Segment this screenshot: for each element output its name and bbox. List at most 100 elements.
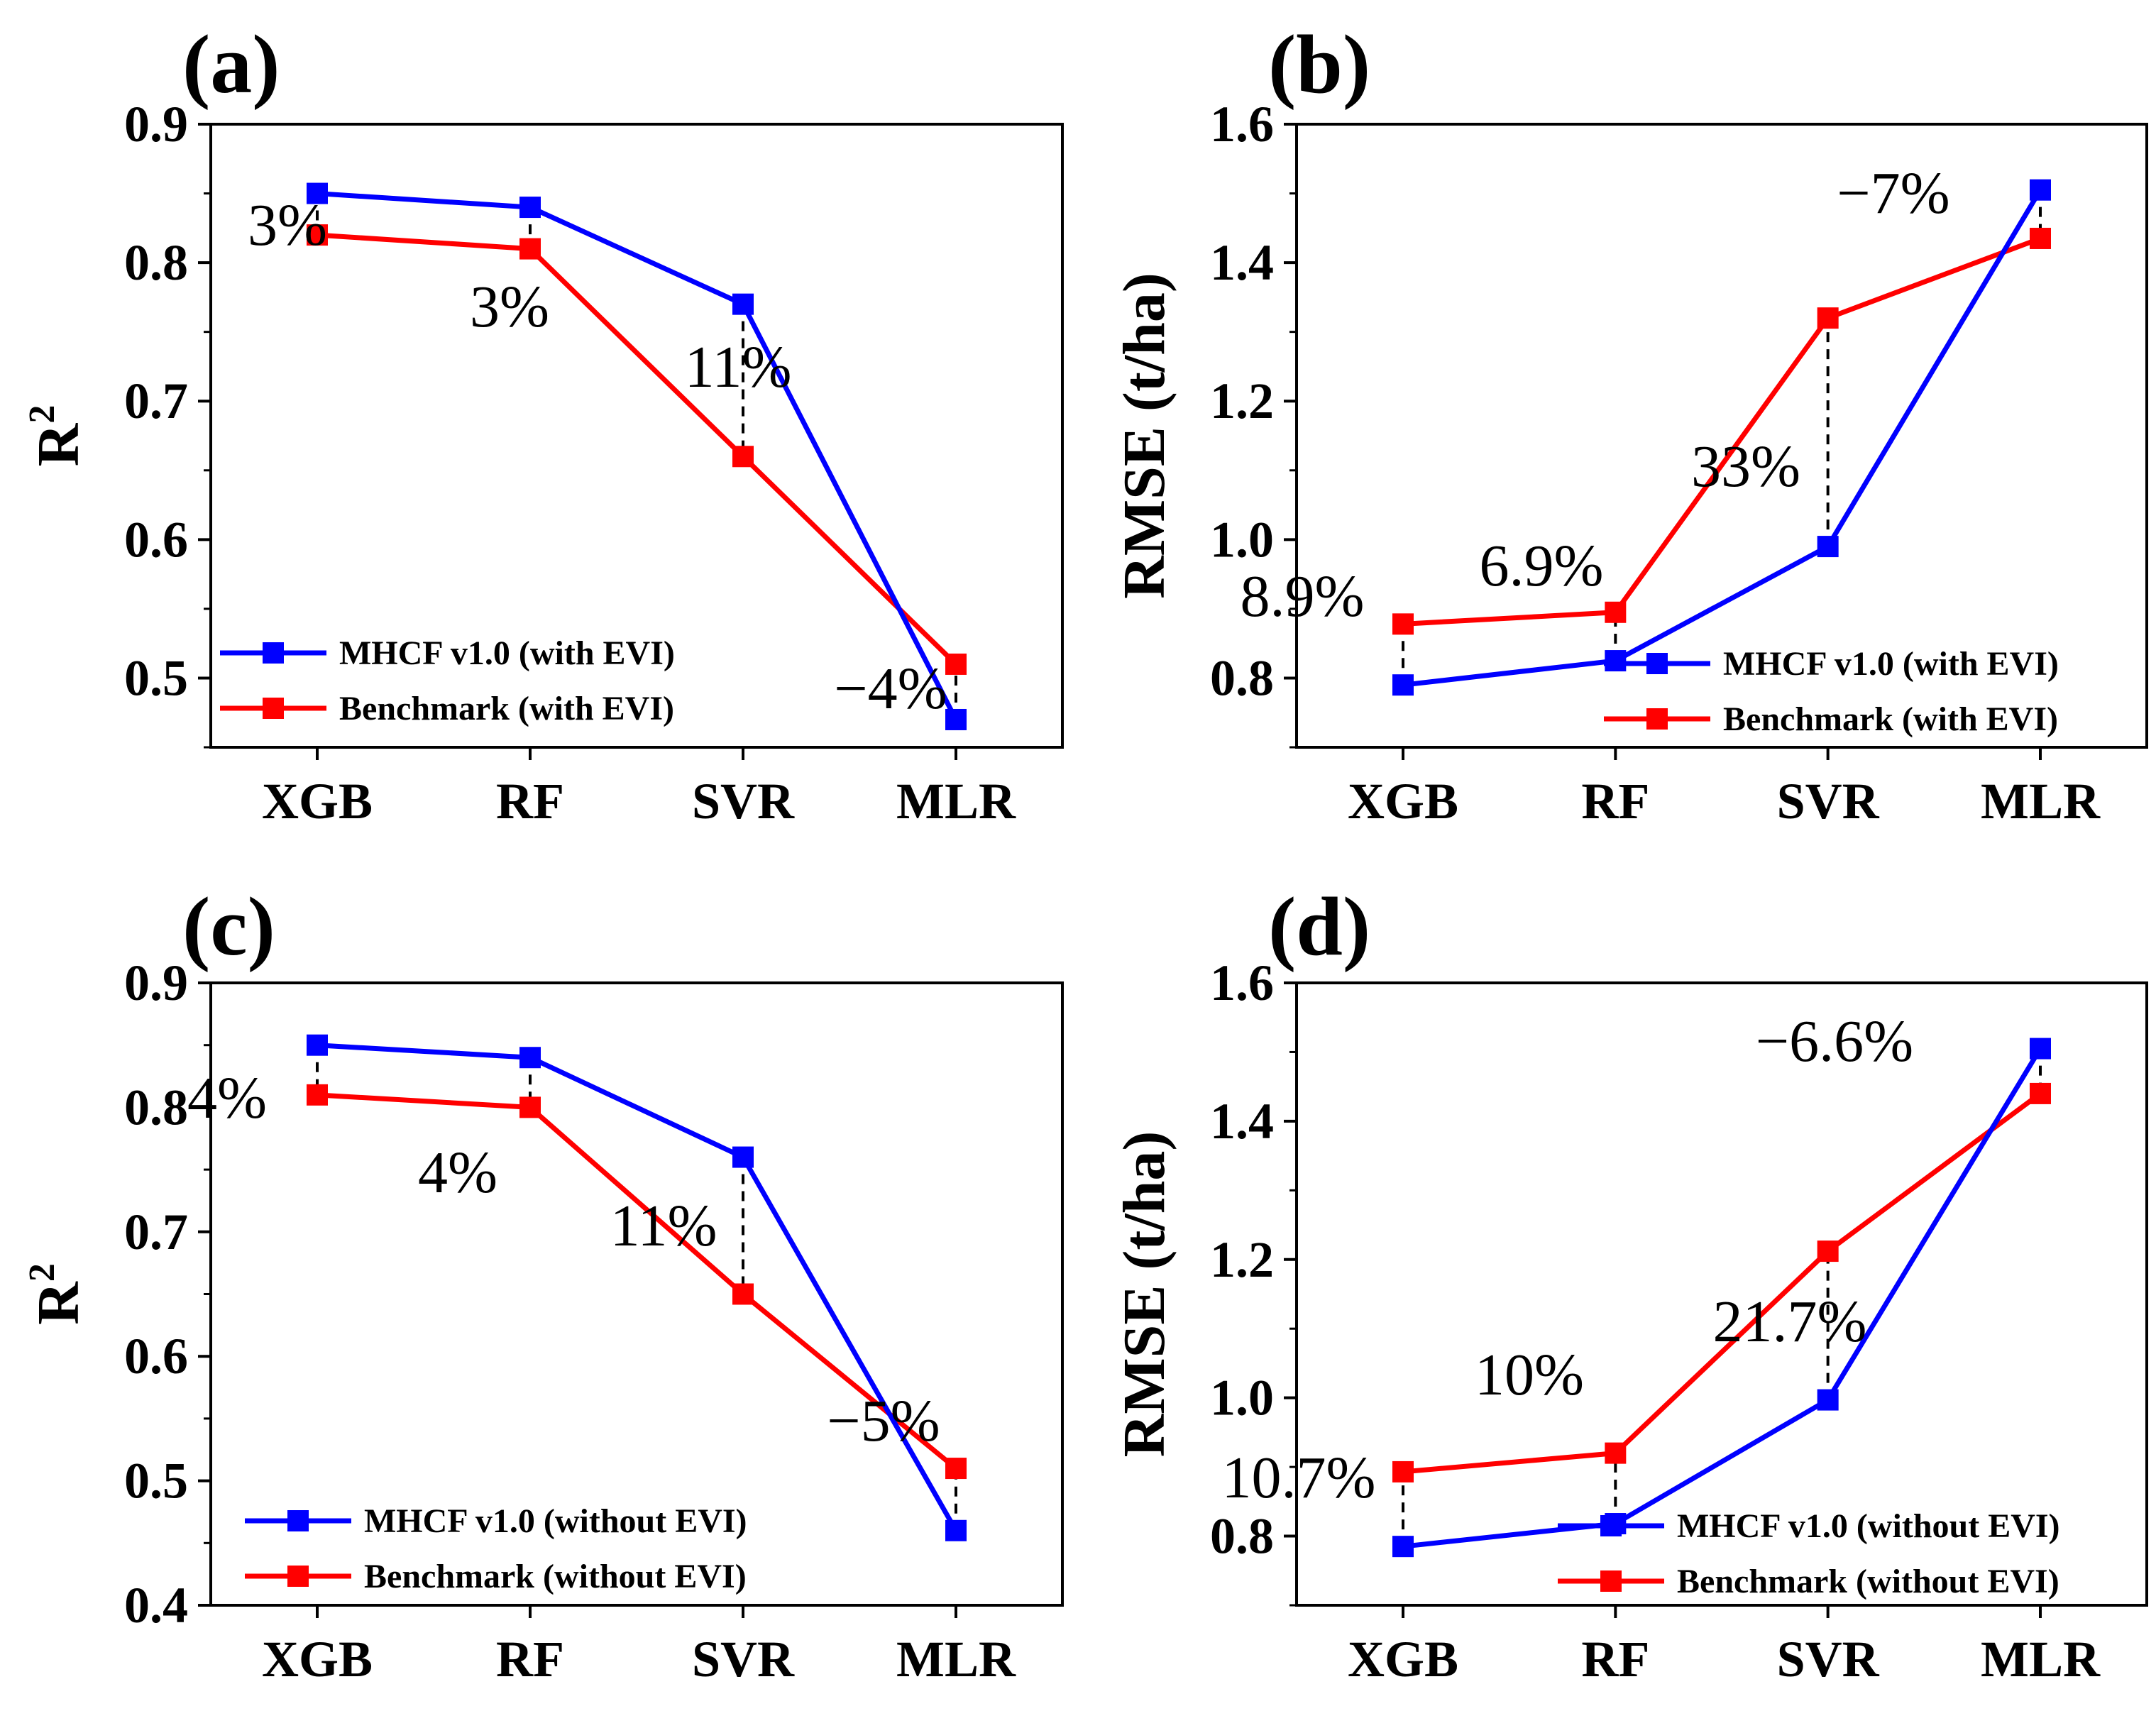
y-tick-label: 0.5 <box>124 649 188 706</box>
difference-annotation: 8.9% <box>1241 563 1365 629</box>
y-tick-label: 1.6 <box>1210 96 1274 153</box>
x-tick-label: XGB <box>1348 1631 1458 1688</box>
legend-marker <box>1646 708 1668 730</box>
legend-marker <box>1646 653 1668 674</box>
x-tick-label: XGB <box>262 773 373 830</box>
data-point-mhcf <box>519 197 541 219</box>
y-tick-label: 0.9 <box>124 954 188 1011</box>
legend-label: Benchmark (with EVI) <box>1723 700 2058 738</box>
y-tick-label: 1.0 <box>1210 1370 1274 1426</box>
data-point-mhcf <box>2030 179 2051 201</box>
y-tick-label: 0.6 <box>124 511 188 568</box>
data-point-benchmark <box>307 224 328 246</box>
legend-marker <box>1600 1515 1622 1536</box>
data-point-benchmark <box>1392 1460 1414 1482</box>
legend-label: Benchmark (without EVI) <box>1677 1563 2059 1600</box>
y-tick-label: 0.4 <box>124 1577 188 1634</box>
legend-label: MHCF v1.0 (with EVI) <box>1723 645 2059 683</box>
data-point-benchmark <box>2030 1082 2051 1104</box>
data-point-benchmark <box>945 1458 967 1480</box>
series-line-benchmark <box>317 232 958 666</box>
data-point-mhcf <box>945 708 967 730</box>
x-tick-label: RF <box>496 773 564 830</box>
y-tick-label: 0.7 <box>124 1204 188 1260</box>
data-point-mhcf <box>732 1146 754 1168</box>
series-line-mhcf <box>1402 188 2043 688</box>
series-line-mhcf <box>317 191 959 721</box>
y-tick-label: 0.8 <box>1210 649 1274 706</box>
y-tick-label: 0.8 <box>124 1079 188 1135</box>
difference-annotation: 4% <box>187 1065 267 1131</box>
difference-annotation: 11% <box>685 334 792 400</box>
data-point-benchmark <box>519 1096 541 1118</box>
panel-label: (d) <box>1268 880 1370 973</box>
x-tick-label: SVR <box>692 773 795 830</box>
data-point-mhcf <box>1392 1536 1414 1558</box>
legend-marker <box>1600 1570 1622 1592</box>
difference-annotation: 3% <box>248 192 327 258</box>
y-tick-label: 0.7 <box>124 373 188 429</box>
difference-annotation: −5% <box>827 1388 940 1454</box>
y-axis-title-superscript: 2 <box>22 1263 62 1282</box>
legend-label: MHCF v1.0 (without EVI) <box>364 1502 747 1540</box>
data-point-mhcf <box>732 293 754 315</box>
plot-frame <box>1295 123 2148 749</box>
difference-annotation: −4% <box>834 656 947 722</box>
difference-annotation: 4% <box>418 1140 497 1206</box>
difference-annotation: 33% <box>1691 434 1800 500</box>
data-point-mhcf <box>307 182 328 204</box>
legend-marker <box>287 1566 309 1587</box>
y-tick-label: 1.6 <box>1210 954 1274 1011</box>
difference-annotation: −6.6% <box>1756 1008 1913 1074</box>
x-tick-label: MLR <box>896 773 1016 830</box>
series-line-benchmark <box>1402 1091 2042 1475</box>
data-point-benchmark <box>519 238 541 260</box>
y-axis-title: R2 <box>22 1263 92 1325</box>
y-tick-label: 0.5 <box>124 1453 188 1509</box>
y-axis-title: RMSE (t/ha) <box>1111 273 1177 599</box>
y-tick-label: 1.2 <box>1210 1231 1274 1288</box>
x-tick-label: SVR <box>1777 773 1880 830</box>
data-point-benchmark <box>1817 307 1839 329</box>
y-tick-label: 1.0 <box>1210 511 1274 568</box>
difference-annotation: 10.7% <box>1222 1445 1376 1511</box>
legend-marker <box>263 642 284 664</box>
y-axis-title: R2 <box>22 405 92 467</box>
data-point-benchmark <box>1392 613 1414 635</box>
y-tick-label: 1.2 <box>1210 373 1274 429</box>
difference-annotation: 3% <box>470 274 549 340</box>
data-point-mhcf <box>307 1034 328 1056</box>
y-tick-label: 0.9 <box>124 96 188 153</box>
data-point-mhcf <box>945 1519 967 1541</box>
data-point-benchmark <box>732 1283 754 1305</box>
series-line-mhcf <box>317 1042 959 1532</box>
data-point-benchmark <box>1605 601 1627 623</box>
data-point-mhcf <box>519 1047 541 1069</box>
data-point-mhcf <box>2030 1038 2051 1060</box>
data-point-benchmark <box>1605 1442 1627 1464</box>
x-tick-label: XGB <box>1348 773 1458 830</box>
legend-marker <box>287 1510 309 1531</box>
data-point-benchmark <box>2030 227 2051 249</box>
x-tick-label: MLR <box>1981 1631 2101 1688</box>
x-tick-label: XGB <box>262 1631 373 1688</box>
chart-panel-3: (c) 0.4 0.5 0.6 0.7 0.8 0.9 XGB RF SVR MLR R2 4% 4% 11… <box>22 880 1064 1688</box>
series-line-benchmark <box>1402 236 2042 627</box>
difference-annotation: −7% <box>1837 160 1949 226</box>
x-tick-label: RF <box>1581 1631 1649 1688</box>
chart-panel-4: (d) 0.8 1.0 1.2 1.4 1.6 XGB RF SVR MLR RMSE (t/ha)… <box>1111 880 2148 1688</box>
y-axis-title-superscript: 2 <box>22 405 62 424</box>
x-tick-label: MLR <box>896 1631 1016 1688</box>
series-line-benchmark <box>317 1092 958 1470</box>
x-tick-label: SVR <box>1777 1631 1880 1688</box>
plot-frame <box>1295 981 2148 1607</box>
y-tick-label: 0.8 <box>124 234 188 291</box>
x-tick-label: MLR <box>1981 773 2101 830</box>
legend-label: MHCF v1.0 (without EVI) <box>1677 1507 2060 1545</box>
legend-label: Benchmark (without EVI) <box>364 1558 747 1595</box>
difference-annotation: 21.7% <box>1713 1289 1867 1355</box>
difference-annotation: 10% <box>1475 1342 1584 1408</box>
data-point-benchmark <box>1817 1240 1839 1262</box>
legend-label: MHCF v1.0 (with EVI) <box>339 634 675 672</box>
data-point-mhcf <box>1605 650 1627 672</box>
